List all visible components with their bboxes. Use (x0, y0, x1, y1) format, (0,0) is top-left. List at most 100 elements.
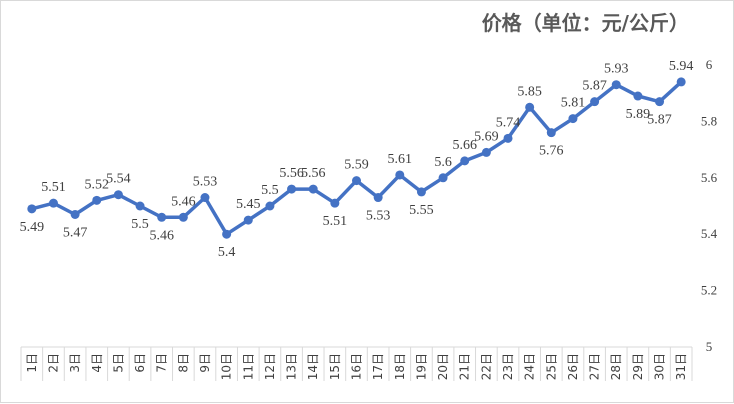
data-label: 5.66 (452, 138, 477, 153)
data-point (546, 128, 556, 138)
x-tick-label: 21日 (458, 353, 472, 380)
data-point (287, 184, 297, 194)
x-tick-label: 5日 (111, 353, 125, 373)
x-tick-label: 17日 (371, 353, 385, 380)
data-label: 5.81 (561, 96, 586, 111)
data-label: 5.5 (261, 183, 279, 198)
data-point (676, 77, 686, 87)
x-tick-label: 1日 (25, 353, 39, 373)
data-label: 5.46 (171, 194, 196, 209)
data-label: 5.45 (236, 197, 261, 212)
x-tick-label: 4日 (90, 353, 104, 373)
x-tick-label: 3日 (68, 353, 82, 373)
x-tick-label: 13日 (285, 353, 299, 380)
data-point (438, 173, 448, 183)
x-tick-label: 26日 (566, 353, 580, 380)
x-tick-label: 20日 (436, 353, 450, 380)
data-label: 5.59 (344, 158, 369, 173)
data-label: 5.61 (388, 152, 413, 167)
data-label: 5.6 (434, 155, 452, 170)
x-tick-label: 15日 (328, 353, 342, 380)
x-tick-label: 27日 (588, 353, 602, 380)
data-label: 5.53 (193, 175, 218, 190)
data-label: 5.89 (626, 107, 651, 122)
data-label: 5.47 (63, 225, 88, 240)
data-point (330, 198, 340, 208)
y-tick-label: 6 (706, 57, 713, 72)
x-tick-label: 7日 (155, 353, 169, 373)
data-point (395, 170, 405, 180)
x-tick-label: 2日 (46, 353, 60, 373)
data-point (416, 187, 426, 197)
data-label: 5.51 (41, 180, 66, 195)
data-label: 5.49 (20, 220, 45, 235)
data-point (265, 201, 275, 211)
data-point (222, 229, 232, 239)
x-tick-label: 11日 (241, 353, 255, 380)
data-label: 5.56 (279, 166, 304, 181)
data-label: 5.46 (149, 228, 174, 243)
data-point (48, 198, 58, 208)
data-point (135, 201, 145, 211)
x-tick-label: 14日 (306, 353, 320, 380)
data-point (481, 147, 491, 157)
data-label: 5.52 (85, 177, 110, 192)
x-tick-label: 19日 (414, 353, 428, 380)
data-label: 5.55 (409, 203, 434, 218)
y-tick-label: 5.8 (701, 113, 717, 128)
chart-title: 价格（单位：元/公斤） (482, 11, 689, 35)
x-tick-label: 29日 (631, 353, 645, 380)
data-label: 5.74 (496, 115, 521, 130)
data-point (503, 133, 513, 143)
data-label: 5.51 (323, 214, 348, 229)
y-tick-label: 5.2 (701, 283, 717, 298)
data-point (92, 195, 102, 205)
x-tick-label: 28日 (609, 353, 623, 380)
data-point (178, 212, 188, 222)
data-label: 5.76 (539, 144, 564, 159)
data-point (352, 176, 361, 186)
x-tick-label: 22日 (479, 353, 493, 380)
data-label: 5.56 (301, 166, 326, 181)
data-point (200, 193, 210, 203)
x-tick-label: 8日 (176, 353, 190, 373)
x-tick-label: 25日 (544, 353, 558, 380)
data-point (70, 209, 80, 219)
data-point (633, 91, 643, 101)
x-tick-label: 18日 (393, 353, 407, 380)
data-point (373, 193, 383, 203)
data-label: 5.69 (474, 129, 499, 144)
data-point (27, 204, 37, 214)
data-label: 5.87 (582, 79, 607, 94)
data-point (525, 102, 535, 112)
y-tick-label: 5 (706, 339, 713, 354)
data-label: 5.87 (647, 113, 672, 128)
data-label: 5.94 (669, 59, 694, 74)
data-label: 5.5 (131, 217, 149, 232)
x-tick-label: 16日 (350, 353, 364, 380)
x-tick-label: 30日 (653, 353, 667, 380)
x-tick-label: 12日 (263, 353, 277, 380)
data-label: 5.85 (517, 84, 542, 99)
data-label: 5.54 (106, 172, 131, 187)
data-point (590, 97, 600, 107)
y-tick-label: 5.4 (701, 226, 718, 241)
y-tick-label: 5.6 (701, 170, 718, 185)
data-point (157, 212, 167, 222)
data-point (611, 80, 621, 90)
x-tick-label: 6日 (133, 353, 147, 373)
x-tick-label: 10日 (220, 353, 234, 380)
x-tick-label: 24日 (523, 353, 537, 380)
data-point (568, 114, 578, 124)
data-label: 5.93 (604, 62, 629, 77)
data-label: 5.53 (366, 209, 391, 224)
x-tick-label: 23日 (501, 353, 515, 380)
x-tick-label: 31日 (674, 353, 688, 380)
data-label: 5.4 (218, 245, 236, 260)
x-tick-label: 9日 (198, 353, 212, 373)
data-point (655, 97, 665, 107)
data-point (308, 184, 318, 194)
data-point (243, 215, 253, 225)
